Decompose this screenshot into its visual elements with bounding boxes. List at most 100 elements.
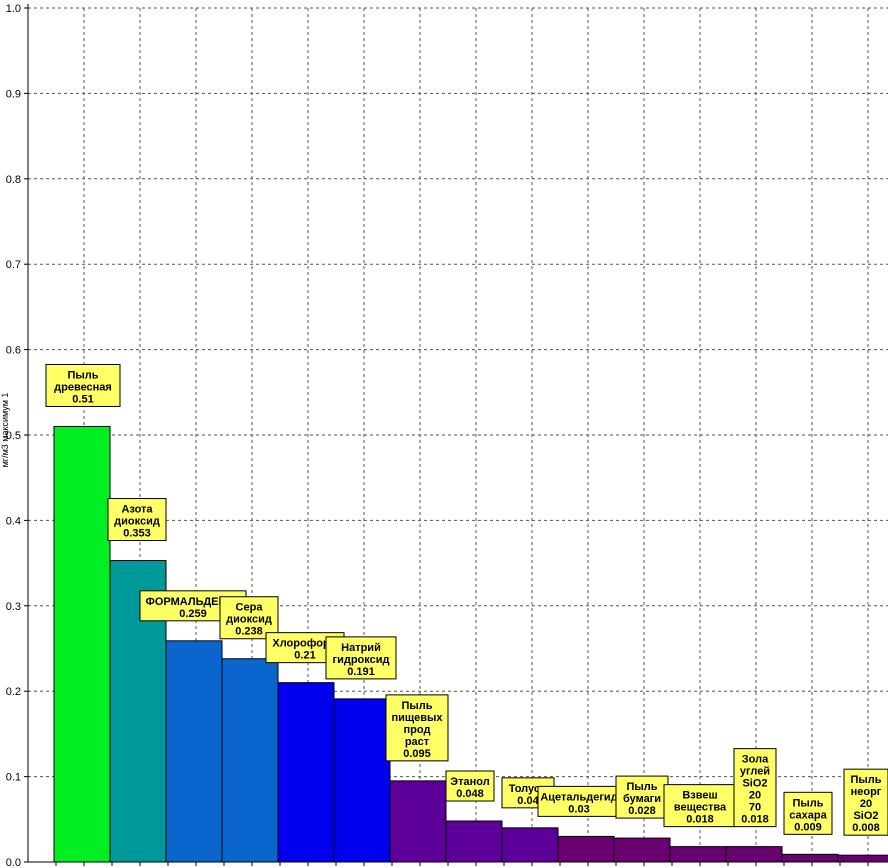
data-label-text: 0.04 [517,795,539,807]
data-label-text: Натрий [341,642,381,654]
y-tick-label: 0.2 [6,686,21,698]
bar [389,780,447,863]
data-label-text: Взвеш [682,790,717,802]
bar [277,682,335,863]
data-label-text: 0.048 [456,788,484,800]
data-label-text: Пыль [626,781,657,793]
bar [557,835,615,863]
y-tick-label: 0.6 [6,345,21,357]
data-label-text: бумаги [623,793,661,805]
bar [781,853,839,863]
data-label-box [107,498,167,542]
bar [445,820,503,863]
data-label-text: углей [740,766,770,778]
data-label-text: вещества [674,802,727,814]
data-label-box [733,748,777,828]
data-label-text: 0.009 [794,821,822,833]
data-label-text: 0.353 [123,528,151,540]
data-label-text: диоксид [114,516,160,528]
bar [221,658,279,863]
data-label-box [843,768,888,836]
bar [53,425,111,863]
bar [669,846,727,863]
data-label-text: Этанол [450,776,489,788]
data-label-box [45,363,121,407]
data-label-text: диоксид [226,614,272,626]
y-tick-label: 0.5 [6,430,21,442]
data-label-text: древесная [54,381,112,393]
y-axis-label: мг/м3 максимум 1 [0,393,10,468]
data-label-text: прод [404,724,431,736]
data-label-box [325,636,397,680]
data-label-text: раст [405,736,430,748]
data-label-text: 0.03 [568,803,589,815]
data-label-text: Сера [236,602,264,614]
data-label-text: 20 [860,798,872,810]
bars [53,425,888,863]
data-label-text: SiO2 [853,810,878,822]
bar [837,854,888,863]
data-label-box [385,694,449,762]
data-label-text: неорг [851,786,882,798]
bar [333,698,391,863]
data-label-text: Пыль [67,369,98,381]
grid [28,7,888,862]
data-label-text: 0.21 [294,650,315,662]
data-labels: Пыльдревесная0.51Азотадиоксид0.353ФОРМАЛ… [45,363,888,836]
bar [725,846,783,863]
data-label-text: 20 [749,790,761,802]
data-label-text: 0.018 [741,814,769,826]
y-tick-label: 0.4 [6,515,21,527]
data-label-text: 0.095 [403,748,431,760]
data-label-text: гидроксид [333,654,390,666]
y-tick-label: 1.0 [6,3,21,15]
bar [613,837,671,863]
y-tick-label: 0.8 [6,174,21,186]
data-label-text: 0.259 [179,608,207,620]
data-label-text: Азота [121,504,153,516]
data-label-box [537,785,621,817]
data-label-text: Ацетальдегид [540,791,617,803]
data-label-text: пищевых [391,712,443,724]
data-label-text: Пыль [792,797,823,809]
data-label-text: Зола [742,754,769,766]
data-label-text: 0.238 [235,626,263,638]
data-label-box [219,596,279,640]
y-tick-label: 0.9 [6,88,21,100]
bar [501,827,559,863]
data-label-text: 0.51 [72,393,93,405]
y-tick-label: 0.1 [6,772,21,784]
data-label-text: ФОРМАЛЬДЕГИД [145,596,240,608]
bar [165,640,223,863]
data-label-text: Хлороформ [272,638,337,650]
y-tick-label: 0.3 [6,601,21,613]
data-label-text: 0.191 [347,666,375,678]
data-label-text: сахара [789,809,827,821]
data-label-text: SiO2 [742,778,767,790]
data-label-text: 0.008 [852,822,880,834]
data-label-box [445,770,495,802]
data-label-text: Пыль [401,700,432,712]
y-axis-ticks: 0.0 0.1 0.2 0.3 0.4 0.5 0.6 0.7 0.8 0.9 1.0 [6,3,28,868]
data-label-text: 0.018 [686,814,714,826]
data-label-text: Пыль [850,774,881,786]
y-tick-label: 0.7 [6,259,21,271]
data-label-text: 70 [749,802,761,814]
data-label-box [663,784,737,828]
data-label-text: 0.028 [628,805,656,817]
axes [27,4,888,866]
y-tick-label: 0.0 [6,857,21,868]
